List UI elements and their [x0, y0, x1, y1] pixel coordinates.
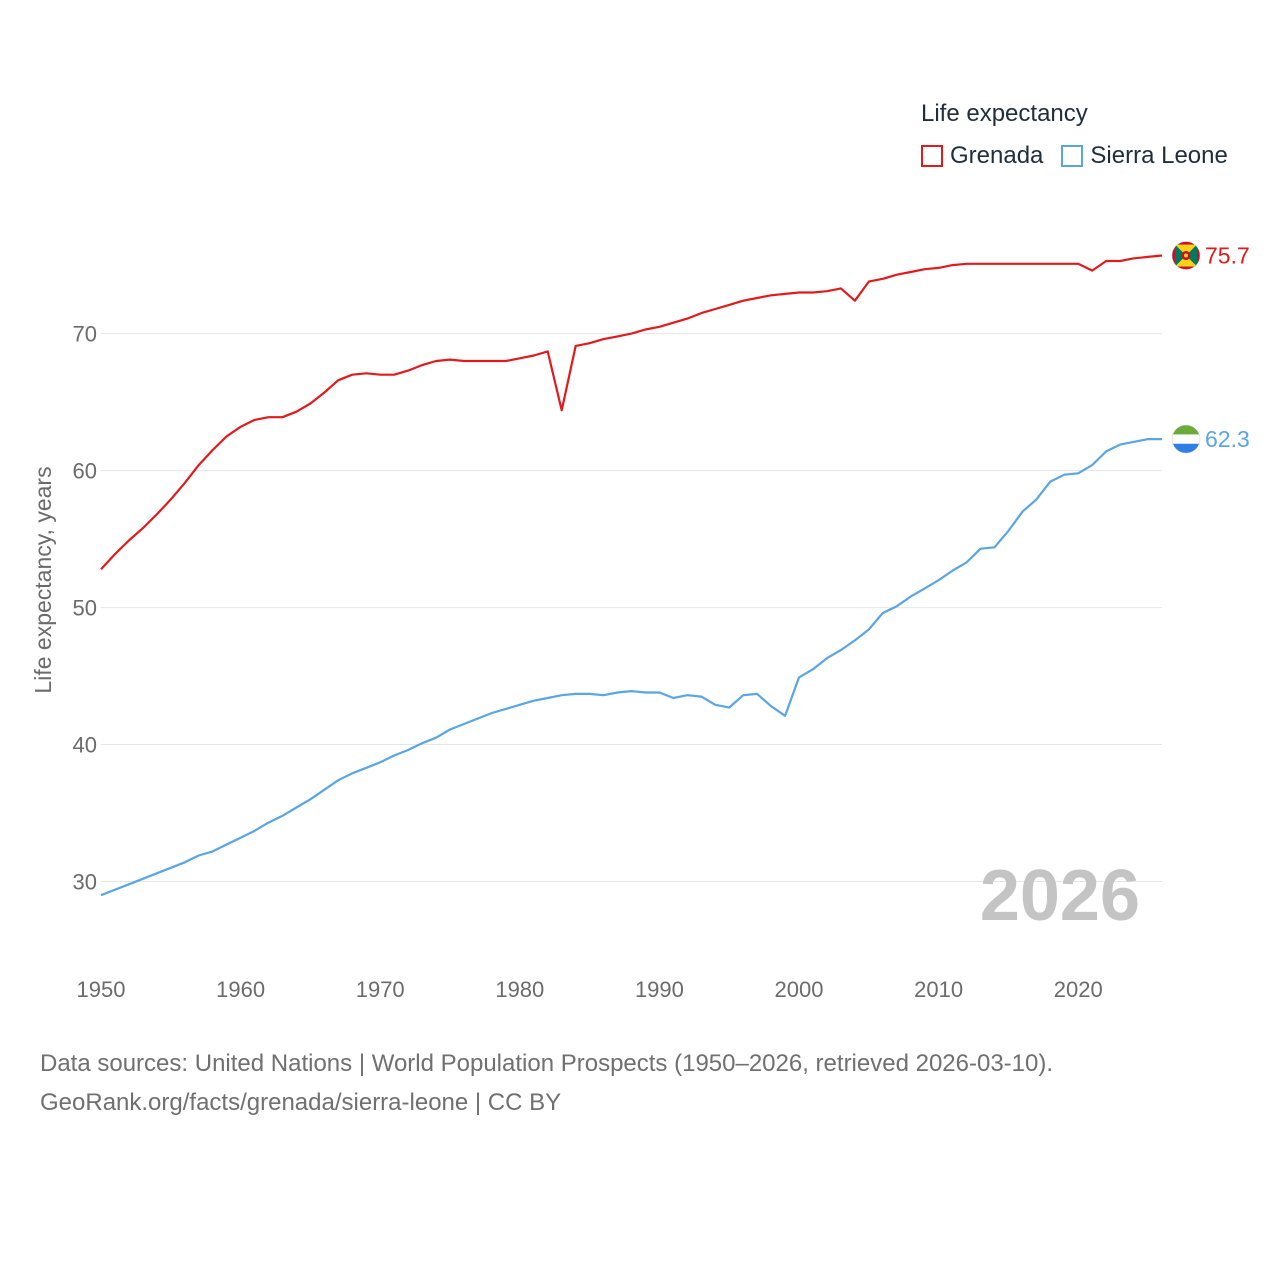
sierra-leone-flag-icon	[1171, 424, 1201, 454]
x-tick-label-1950: 1950	[77, 977, 126, 1002]
legend-swatch-sierra-leone	[1061, 145, 1084, 167]
x-tick-label-1970: 1970	[356, 977, 405, 1002]
legend: Grenada Sierra Leone	[921, 142, 1246, 170]
legend-label-grenada: Grenada	[950, 142, 1044, 169]
current-year-watermark: 2026	[980, 856, 1140, 936]
y-axis-label: Life expectancy, years	[30, 466, 56, 693]
legend-item-sierra-leone[interactable]: Sierra Leone	[1061, 142, 1228, 170]
x-tick-label-1980: 1980	[495, 977, 544, 1002]
end-markers: 75.7 62.3	[1171, 241, 1250, 454]
end-label-sierra-leone: 62.3	[1205, 426, 1250, 452]
x-tick-label-1990: 1990	[635, 977, 684, 1002]
x-tick-label-2020: 2020	[1054, 977, 1103, 1002]
source-link[interactable]: GeoRank.org/facts/grenada/sierra-leone |…	[40, 1089, 562, 1116]
x-axis-ticks: 1950 1960 1970 1980 1990 2000 2010 2020	[77, 977, 1103, 1002]
y-tick-label-30: 30	[73, 870, 97, 895]
gridlines	[101, 333, 1162, 883]
y-tick-label-50: 50	[73, 596, 97, 621]
y-tick-label-40: 40	[73, 733, 97, 758]
x-tick-label-2010: 2010	[914, 977, 963, 1002]
series-line-grenada	[100, 254, 1163, 570]
legend-label-sierra-leone: Sierra Leone	[1090, 142, 1228, 169]
x-tick-label-1960: 1960	[216, 977, 265, 1002]
data-source-note: Data sources: United Nations | World Pop…	[40, 1050, 1054, 1077]
x-tick-label-2000: 2000	[775, 977, 824, 1002]
grenada-flag-icon	[1171, 241, 1201, 270]
y-axis-ticks: 30 40 50 60 70	[73, 322, 97, 895]
legend-title: Life expectancy	[921, 100, 1088, 127]
footer: Data sources: United Nations | World Pop…	[40, 1044, 1053, 1122]
series-lines	[100, 254, 1163, 897]
legend-item-grenada[interactable]: Grenada	[921, 142, 1043, 170]
y-tick-label-60: 60	[73, 459, 97, 484]
legend-swatch-grenada	[921, 145, 943, 167]
end-label-grenada: 75.7	[1205, 243, 1250, 269]
y-tick-label-70: 70	[73, 322, 97, 347]
series-line-sierra-leone	[100, 438, 1162, 897]
